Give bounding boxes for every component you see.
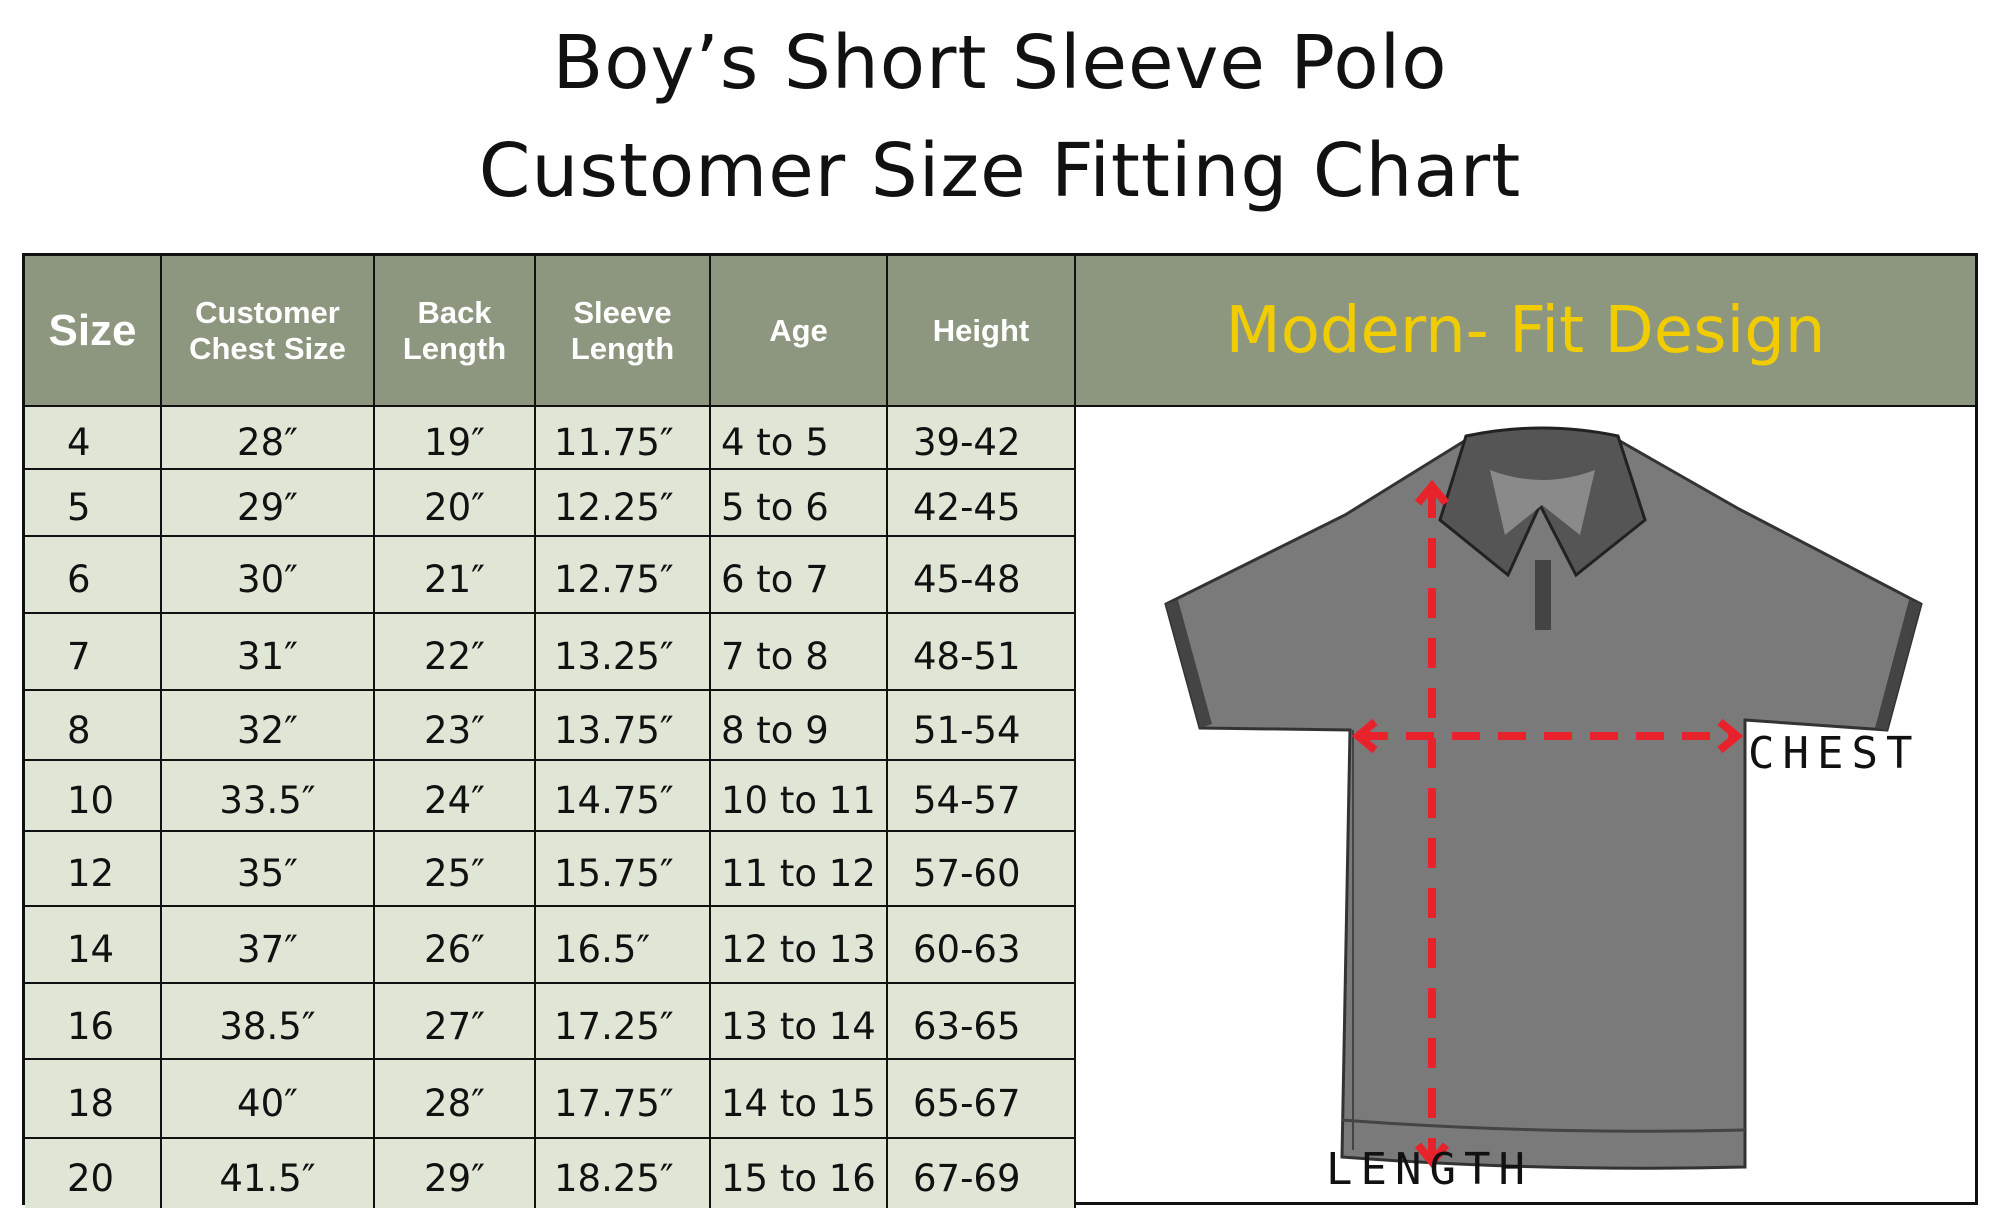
cell-age: 8 to 9: [711, 691, 888, 761]
cell-height: 67-69: [888, 1139, 1076, 1208]
cell-chest: 29″: [162, 470, 375, 537]
cell-back-length: 22″: [375, 614, 536, 691]
cell-height: 42-45: [888, 470, 1076, 537]
cell-back-length: 28″: [375, 1060, 536, 1139]
cell-age: 15 to 16: [711, 1139, 888, 1208]
cell-height: 60-63: [888, 907, 1076, 984]
length-arrow: [1414, 479, 1450, 1169]
cell-size: 12: [25, 832, 162, 907]
cell-back-length: 26″: [375, 907, 536, 984]
cell-size: 20: [25, 1139, 162, 1208]
cell-height: 48-51: [888, 614, 1076, 691]
cell-back-length: 25″: [375, 832, 536, 907]
cell-sleeve-length: 12.75″: [536, 537, 711, 614]
cell-sleeve-length: 12.25″: [536, 470, 711, 537]
title-line-2: Customer Size Fitting Chart: [478, 128, 1522, 214]
header-height: Height: [888, 256, 1076, 407]
cell-age: 4 to 5: [711, 407, 888, 470]
cell-size: 10: [25, 761, 162, 832]
header-back-length: Back Length: [375, 256, 536, 407]
cell-chest: 37″: [162, 907, 375, 984]
cell-age: 13 to 14: [711, 984, 888, 1060]
cell-age: 14 to 15: [711, 1060, 888, 1139]
cell-sleeve-length: 13.75″: [536, 691, 711, 761]
cell-size: 4: [25, 407, 162, 470]
cell-back-length: 29″: [375, 1139, 536, 1208]
cell-age: 7 to 8: [711, 614, 888, 691]
cell-height: 45-48: [888, 537, 1076, 614]
header-chest: Customer Chest Size: [162, 256, 375, 407]
chest-label: CHEST: [1748, 728, 1921, 779]
cell-height: 51-54: [888, 691, 1076, 761]
cell-sleeve-length: 18.25″: [536, 1139, 711, 1208]
cell-sleeve-length: 15.75″: [536, 832, 711, 907]
cell-back-length: 19″: [375, 407, 536, 470]
cell-back-length: 27″: [375, 984, 536, 1060]
cell-back-length: 20″: [375, 470, 536, 537]
cell-height: 54-57: [888, 761, 1076, 832]
header-size: Size: [25, 256, 162, 407]
cell-back-length: 23″: [375, 691, 536, 761]
cell-chest: 40″: [162, 1060, 375, 1139]
cell-chest: 41.5″: [162, 1139, 375, 1208]
cell-size: 6: [25, 537, 162, 614]
cell-back-length: 24″: [375, 761, 536, 832]
title-line-1: Boy’s Short Sleeve Polo: [552, 20, 1448, 106]
cell-chest: 35″: [162, 832, 375, 907]
header-age: Age: [711, 256, 888, 407]
cell-height: 57-60: [888, 832, 1076, 907]
cell-height: 65-67: [888, 1060, 1076, 1139]
cell-size: 14: [25, 907, 162, 984]
cell-chest: 28″: [162, 407, 375, 470]
length-label: LENGTH: [1326, 1144, 1533, 1195]
cell-sleeve-length: 11.75″: [536, 407, 711, 470]
cell-size: 7: [25, 614, 162, 691]
cell-chest: 32″: [162, 691, 375, 761]
cell-size: 18: [25, 1060, 162, 1139]
cell-back-length: 21″: [375, 537, 536, 614]
cell-height: 39-42: [888, 407, 1076, 470]
cell-chest: 33.5″: [162, 761, 375, 832]
cell-sleeve-length: 17.75″: [536, 1060, 711, 1139]
design-label: Modern- Fit Design: [1076, 256, 1975, 407]
cell-age: 11 to 12: [711, 832, 888, 907]
chest-arrow: [1351, 718, 1744, 754]
cell-size: 16: [25, 984, 162, 1060]
cell-size: 8: [25, 691, 162, 761]
cell-size: 5: [25, 470, 162, 537]
cell-sleeve-length: 13.25″: [536, 614, 711, 691]
cell-sleeve-length: 17.25″: [536, 984, 711, 1060]
polo-shirt-icon: [1164, 426, 1923, 1170]
cell-age: 10 to 11: [711, 761, 888, 832]
cell-age: 6 to 7: [711, 537, 888, 614]
cell-chest: 31″: [162, 614, 375, 691]
cell-age: 5 to 6: [711, 470, 888, 537]
size-chart-table: Size Customer Chest Size Back Length Sleeve…: [22, 253, 1978, 1208]
cell-chest: 38.5″: [162, 984, 375, 1060]
cell-sleeve-length: 14.75″: [536, 761, 711, 832]
cell-chest: 30″: [162, 537, 375, 614]
cell-age: 12 to 13: [711, 907, 888, 984]
cell-sleeve-length: 16.5″: [536, 907, 711, 984]
cell-height: 63-65: [888, 984, 1076, 1060]
header-sleeve-length: Sleeve Length: [536, 256, 711, 407]
